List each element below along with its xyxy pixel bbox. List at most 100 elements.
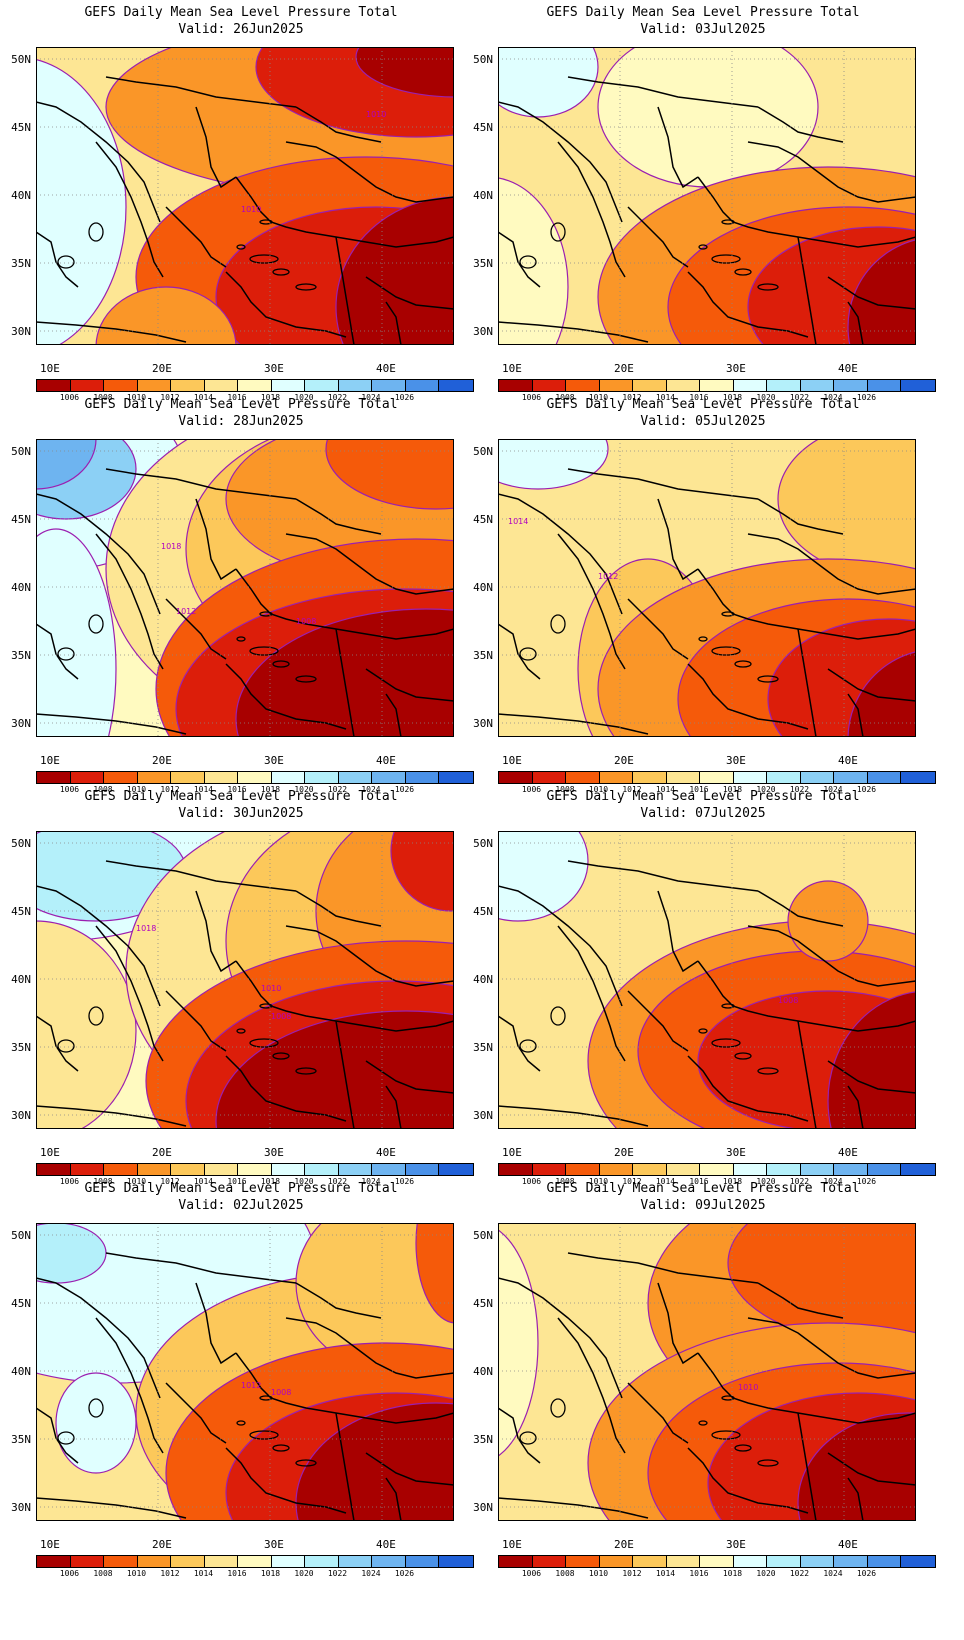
colorbar-swatch xyxy=(901,772,935,783)
colorbar-label: 1022 xyxy=(327,785,348,794)
coastline xyxy=(657,106,699,189)
contour-label: 1012 xyxy=(176,607,196,616)
coastline xyxy=(567,468,759,500)
colorbar xyxy=(36,1163,474,1176)
panel-title: GEFS Daily Mean Sea Level Pressure Total xyxy=(84,5,398,20)
coastline xyxy=(105,860,297,892)
contour-label: 1018 xyxy=(161,542,181,551)
panel-valid-date: Valid: 05Jul2025 xyxy=(640,414,766,429)
coastline xyxy=(557,1317,626,1454)
panel-valid-date: Valid: 03Jul2025 xyxy=(640,22,766,37)
contour-label: 1010 xyxy=(241,205,261,214)
pressure-contour-region xyxy=(415,1223,454,1324)
coastline xyxy=(687,663,809,730)
island-outline xyxy=(259,1395,273,1401)
pressure-contour-region xyxy=(498,439,609,490)
pressure-map: 1010 1010 xyxy=(36,47,454,345)
longitude-tick-label: 20E xyxy=(152,1146,172,1159)
pressure-contour-region xyxy=(335,196,454,345)
colorbar-label: 1014 xyxy=(655,393,676,402)
pressure-contour-region xyxy=(355,47,454,98)
colorbar-label: 1024 xyxy=(823,1177,843,1186)
colorbar-swatch xyxy=(566,1556,600,1567)
colorbar-label: 1026 xyxy=(856,1569,877,1578)
coastline xyxy=(498,1497,649,1519)
coastline xyxy=(36,321,187,343)
colorbar-label: 1014 xyxy=(193,393,214,402)
coastline xyxy=(567,860,759,892)
colorbar-label: 1022 xyxy=(789,785,810,794)
longitude-tick-label: 20E xyxy=(152,754,172,767)
coastline xyxy=(687,271,809,338)
coastline xyxy=(335,628,355,737)
coastline xyxy=(295,1282,382,1319)
island-outline xyxy=(88,1398,104,1418)
latitude-tick-label: 45N xyxy=(11,1297,31,1310)
latitude-tick-label: 50N xyxy=(11,837,31,850)
map-frame xyxy=(498,1223,916,1521)
island-outline xyxy=(272,660,290,668)
panel-valid-date: Valid: 26Jun2025 xyxy=(178,22,304,37)
coastline xyxy=(687,1447,809,1514)
island-outline xyxy=(259,1003,273,1009)
island-outline xyxy=(519,255,537,269)
latitude-tick-label: 40N xyxy=(473,581,493,594)
colorbar-label: 1026 xyxy=(394,1177,415,1186)
colorbar-label: 1020 xyxy=(294,1177,314,1186)
colorbar-swatch xyxy=(532,1556,566,1567)
coastline xyxy=(498,1105,649,1127)
colorbar-swatch xyxy=(867,772,901,783)
coastline xyxy=(627,1382,689,1444)
colorbar-swatch xyxy=(37,772,71,783)
coastline xyxy=(36,101,161,223)
longitude-tick-label: 40E xyxy=(838,362,858,375)
coastline xyxy=(285,1317,454,1379)
pressure-contour-region xyxy=(847,239,916,345)
map-frame xyxy=(36,831,454,1129)
coastline xyxy=(235,568,454,640)
colorbar-label: 1018 xyxy=(722,393,743,402)
longitude-tick-label: 10E xyxy=(40,754,60,767)
colorbar-swatch xyxy=(137,1556,171,1567)
colorbar-label: 1006 xyxy=(521,1177,542,1186)
colorbar xyxy=(36,1555,474,1568)
colorbar-swatch xyxy=(338,1556,372,1567)
coastline xyxy=(557,533,626,670)
colorbar-swatch xyxy=(666,772,700,783)
colorbar-swatch xyxy=(599,1556,633,1567)
colorbar-swatch xyxy=(271,1164,305,1175)
colorbar-label: 1016 xyxy=(227,393,247,402)
colorbar-label: 1006 xyxy=(59,1177,80,1186)
coastline xyxy=(797,1412,817,1521)
colorbar-label: 1012 xyxy=(622,1569,642,1578)
coastline xyxy=(498,1407,541,1464)
coastline xyxy=(498,231,541,288)
colorbar-label: 1024 xyxy=(361,393,381,402)
longitude-tick-label: 30E xyxy=(726,362,746,375)
coastline xyxy=(687,1055,809,1122)
coastline xyxy=(498,493,623,615)
colorbar-label: 1018 xyxy=(722,1177,743,1186)
coastline xyxy=(365,1452,454,1486)
latitude-tick-label: 50N xyxy=(473,1229,493,1242)
colorbar-swatch xyxy=(800,772,834,783)
colorbar-swatch xyxy=(37,380,71,391)
coastline xyxy=(195,106,237,189)
coastline xyxy=(36,1015,79,1072)
colorbar-label: 1008 xyxy=(555,393,575,402)
colorbar-label: 1016 xyxy=(689,393,709,402)
map-frame xyxy=(36,439,454,737)
coastline xyxy=(335,1412,355,1521)
island-outline xyxy=(734,1444,752,1452)
colorbar-swatch xyxy=(305,380,339,391)
longitude-tick-label: 10E xyxy=(502,754,522,767)
colorbar-swatch xyxy=(633,1164,667,1175)
colorbar-swatch xyxy=(800,1164,834,1175)
pressure-map: 1018 1012 1008 xyxy=(36,439,454,737)
colorbar-swatch xyxy=(633,1556,667,1567)
colorbar-swatch xyxy=(599,380,633,391)
latitude-tick-label: 40N xyxy=(11,973,31,986)
contour-label: 1010 xyxy=(366,110,386,119)
colorbar xyxy=(36,771,474,784)
longitude-tick-label: 40E xyxy=(376,754,396,767)
